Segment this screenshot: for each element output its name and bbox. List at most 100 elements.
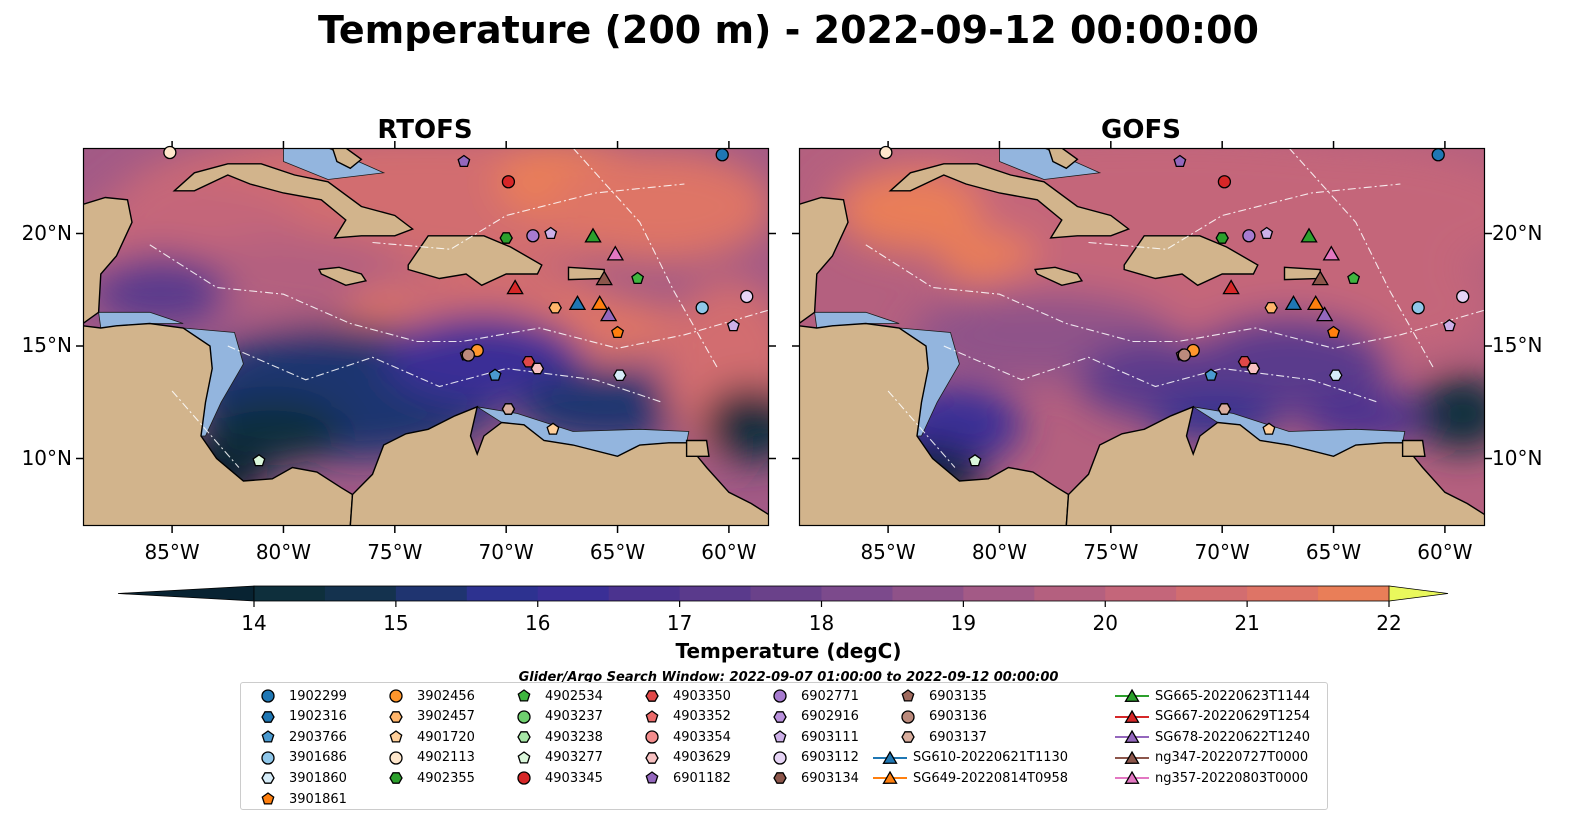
legend-item: 3901686 — [257, 748, 347, 768]
colorbar-tick-label: 14 — [241, 611, 266, 635]
legend-label: ng357-20220803T0000 — [1155, 770, 1309, 786]
legend-label: 6903136 — [929, 709, 987, 725]
legend-marker — [1115, 709, 1149, 723]
legend-marker — [773, 689, 787, 703]
legend-marker — [1115, 688, 1149, 702]
legend-item: 6901182 — [641, 768, 731, 788]
legend-marker — [773, 772, 787, 785]
land-trinidad — [1401, 439, 1426, 457]
colorbar-tick-label: 19 — [951, 611, 976, 635]
triangle-marker-icon — [1124, 688, 1140, 702]
hexagon-marker-icon — [645, 690, 659, 702]
legend-item: 4903354 — [641, 727, 731, 747]
hexagon-marker-icon — [773, 710, 787, 723]
legend-marker — [645, 771, 659, 784]
legend-label: 6903137 — [929, 729, 987, 745]
argo-float-marker — [1173, 154, 1187, 168]
panel-title-rtofs: RTOFS — [377, 115, 473, 145]
legend-item: 3901860 — [257, 768, 347, 788]
legend-marker — [261, 730, 275, 743]
legend-label: 6903135 — [929, 688, 987, 704]
hexagon-marker-icon — [901, 731, 915, 744]
land-jamaica — [318, 266, 368, 287]
map-panel-rtofs — [76, 141, 776, 533]
circle-marker-icon — [517, 771, 531, 786]
glider-marker — [606, 245, 625, 261]
colorbar-bin — [1176, 586, 1248, 601]
map-frame — [82, 147, 770, 527]
temperature-field — [517, 370, 696, 443]
legend-item: 1902299 — [257, 686, 347, 706]
legend-label: 6903111 — [801, 729, 859, 745]
circle-marker-icon — [389, 689, 403, 703]
glider-marker — [506, 279, 524, 295]
colorbar-tick-label: 16 — [525, 611, 550, 635]
argo-float-marker — [546, 422, 560, 435]
legend-item: ng357-20220803T0000 — [1115, 768, 1308, 788]
legend-label: 4903237 — [545, 709, 603, 725]
legend-marker — [389, 751, 403, 765]
colorbar-bin — [821, 586, 893, 601]
glider-marker — [1300, 227, 1318, 243]
legend-item: 4903237 — [513, 707, 603, 727]
colorbar-over-arrow — [1388, 585, 1449, 602]
argo-float-marker — [611, 325, 625, 339]
legend-item: SG649-20220814T0958 — [873, 768, 1068, 788]
land-south-america — [349, 405, 769, 526]
colorbar-bin — [254, 586, 326, 601]
argo-float-marker — [1204, 368, 1218, 381]
legend-label: 6901182 — [673, 770, 731, 786]
land-cuba — [172, 163, 415, 239]
lon-tick-label: 70°W — [478, 540, 534, 564]
temperature-field — [550, 150, 769, 263]
land-cuba — [888, 163, 1131, 239]
legend-label: 4903277 — [545, 750, 603, 766]
colorbar-label: Temperature (degC) — [675, 639, 902, 663]
legend-marker — [773, 730, 787, 743]
argo-float-marker — [1442, 318, 1456, 332]
legend-label: 4903354 — [673, 729, 731, 745]
legend-item: 6903134 — [769, 768, 859, 788]
colorbar-bin — [1105, 586, 1177, 601]
pentagon-marker-icon — [517, 689, 531, 702]
colorbar-bin — [395, 586, 468, 601]
argo-float-marker — [1260, 226, 1274, 240]
argo-float-marker — [1327, 325, 1341, 339]
circle-marker-icon — [261, 751, 275, 765]
argo-float-marker — [1411, 301, 1425, 315]
pentagon-marker-icon — [261, 730, 275, 743]
legend-marker — [261, 772, 275, 785]
argo-float-marker — [1329, 369, 1343, 382]
land-yucatan — [799, 196, 849, 325]
circle-marker-icon — [389, 751, 403, 765]
colorbar-bin — [1034, 586, 1106, 601]
legend-marker — [645, 730, 659, 744]
legend-label: 4902534 — [545, 688, 603, 704]
legend-marker — [261, 710, 275, 723]
colorbar-tick-label: 20 — [1093, 611, 1118, 635]
argo-float-marker — [1215, 232, 1229, 244]
colorbar-bin — [1247, 586, 1319, 601]
legend-label: 6902771 — [801, 688, 859, 704]
legend-label: 6902916 — [801, 709, 859, 725]
argo-float-marker — [1242, 229, 1256, 243]
temperature-field — [94, 253, 228, 326]
glider-marker — [1222, 279, 1240, 295]
legend-item: 4902534 — [513, 686, 603, 706]
legend-label: 2903766 — [289, 729, 347, 745]
colorbar-bin — [679, 586, 752, 601]
glider-marker — [595, 270, 613, 286]
triangle-marker-icon — [882, 771, 898, 785]
hexagon-marker-icon — [389, 772, 403, 785]
legend-marker — [517, 750, 531, 764]
argo-float-marker — [252, 454, 266, 467]
legend-item: 4903238 — [513, 727, 603, 747]
legend-item: 6903135 — [897, 686, 987, 706]
legend-marker — [517, 709, 531, 724]
legend-label: 4903345 — [545, 770, 603, 786]
shelf-bahamas-bank — [283, 148, 386, 180]
legend: 1902299 1902316 2903766 3901686 3901860 39018… — [240, 682, 1328, 810]
circle-marker-icon — [773, 751, 787, 765]
boundary-line — [865, 244, 1485, 349]
land-bahamas — [1047, 148, 1079, 170]
